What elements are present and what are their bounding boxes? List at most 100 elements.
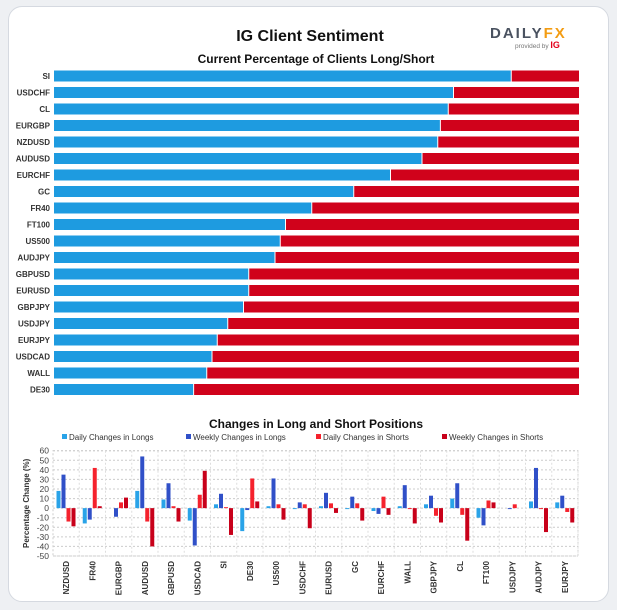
- x-tick-label: AUDUSD: [141, 561, 150, 595]
- x-tick-label: NZDUSD: [62, 561, 71, 595]
- change-bar: [434, 508, 438, 516]
- change-bar: [176, 508, 181, 522]
- category-label: USDJPY: [18, 320, 51, 329]
- x-tick-label: WALL: [403, 561, 412, 584]
- change-bar: [240, 508, 245, 532]
- long-bar: [54, 285, 249, 296]
- long-bar: [54, 186, 354, 197]
- chart2-title: Changes in Long and Short Positions: [209, 417, 423, 431]
- change-bar: [429, 495, 433, 509]
- chart1-title: Current Percentage of Clients Long/Short: [198, 52, 435, 66]
- short-bar: [422, 153, 579, 164]
- change-bar: [66, 508, 71, 522]
- change-bar: [376, 508, 381, 514]
- short-bar: [286, 219, 579, 230]
- short-bar: [511, 70, 579, 82]
- x-tick-label: EURGBP: [115, 560, 124, 595]
- change-bar: [371, 508, 376, 512]
- long-bar: [54, 103, 448, 115]
- short-bar: [217, 334, 579, 346]
- x-tick-label: EURUSD: [325, 561, 334, 595]
- short-bar: [212, 351, 579, 362]
- long-bar: [54, 235, 280, 247]
- change-bar: [87, 508, 92, 520]
- category-label: FR40: [30, 204, 50, 213]
- x-tick-label: DE30: [246, 560, 255, 581]
- change-bar: [465, 508, 470, 541]
- change-bar: [150, 508, 155, 547]
- long-bar: [54, 120, 440, 131]
- legend-swatch: [316, 434, 321, 439]
- change-bar: [56, 490, 61, 509]
- category-label: EURCHF: [17, 171, 50, 180]
- short-bar: [438, 136, 579, 148]
- category-label: AUDJPY: [18, 254, 51, 263]
- change-bar: [224, 507, 228, 509]
- short-bar: [228, 318, 579, 329]
- change-bar: [250, 478, 255, 509]
- change-bar: [214, 504, 218, 509]
- change-bar: [71, 508, 76, 527]
- change-bar: [491, 502, 496, 509]
- x-tick-label: AUDJPY: [535, 560, 544, 593]
- change-bar: [266, 506, 271, 509]
- long-bar: [54, 384, 194, 395]
- x-tick-label: GBPJPY: [430, 560, 439, 593]
- legend-label: Weekly Changes in Shorts: [449, 433, 543, 442]
- change-bar: [529, 501, 533, 509]
- category-label: FT100: [27, 221, 51, 230]
- short-bar: [354, 186, 579, 197]
- short-bar: [249, 268, 579, 280]
- short-bar: [448, 103, 579, 115]
- change-bar: [334, 508, 338, 513]
- short-bar: [312, 202, 579, 214]
- x-tick-label: FT100: [482, 560, 491, 584]
- category-label: SI: [42, 72, 50, 81]
- legend-swatch: [442, 434, 447, 439]
- x-tick-label: US500: [272, 560, 281, 585]
- category-label: NZDUSD: [17, 138, 51, 147]
- y-tick-label: 60: [40, 446, 50, 456]
- long-bar: [54, 252, 275, 263]
- change-bar: [302, 504, 307, 509]
- change-bar: [166, 483, 171, 509]
- change-bar: [555, 502, 560, 509]
- category-label: US500: [26, 237, 51, 246]
- change-bar: [439, 508, 443, 523]
- change-bar: [161, 499, 166, 509]
- change-bar: [187, 508, 192, 521]
- change-bar: [350, 496, 355, 509]
- change-bar: [229, 508, 233, 535]
- change-bar: [202, 470, 207, 509]
- change-bar: [534, 467, 538, 509]
- short-bar: [440, 120, 579, 131]
- change-bar: [276, 504, 281, 509]
- long-bar: [54, 153, 422, 164]
- change-bar: [481, 508, 486, 526]
- short-bar: [275, 252, 579, 263]
- category-label: WALL: [27, 369, 50, 378]
- change-bar: [539, 508, 543, 510]
- x-tick-label: USDCAD: [193, 561, 202, 595]
- y-tick-label: 30: [40, 474, 50, 484]
- change-bar: [486, 500, 491, 509]
- long-bar: [54, 351, 212, 362]
- change-bar: [407, 508, 412, 510]
- legend-label: Weekly Changes in Longs: [193, 433, 286, 442]
- change-bar: [360, 508, 365, 521]
- change-bar: [424, 504, 428, 509]
- change-bar: [61, 474, 66, 509]
- change-bar: [455, 483, 460, 509]
- change-bar: [140, 456, 145, 509]
- change-bar: [192, 508, 197, 546]
- change-bar: [171, 506, 176, 509]
- change-bar: [402, 485, 407, 509]
- change-bar: [570, 508, 575, 523]
- category-label: AUDUSD: [16, 155, 50, 164]
- long-bar: [54, 136, 438, 148]
- x-tick-label: USDCHF: [298, 561, 307, 594]
- change-bar: [271, 478, 276, 509]
- long-bar: [54, 367, 207, 379]
